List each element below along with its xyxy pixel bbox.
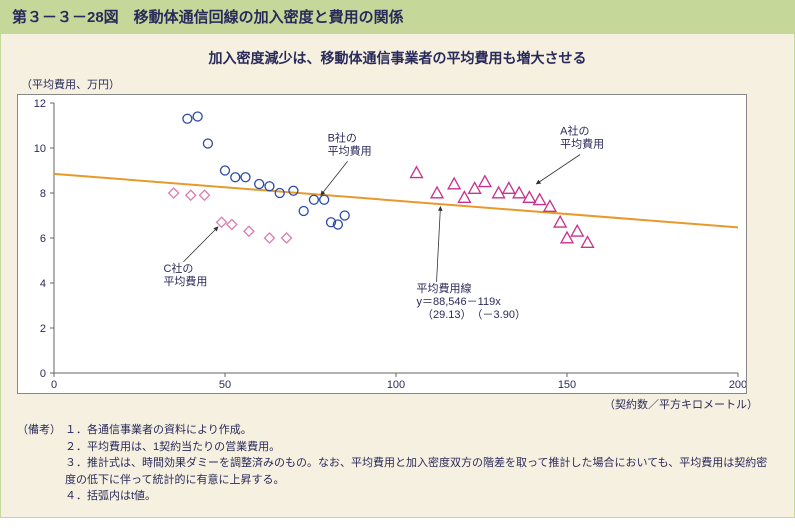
trend-line <box>54 174 738 228</box>
note-line: １．各通信事業者の資料により作成。 <box>65 422 778 439</box>
figure-notes: （備考） １．各通信事業者の資料により作成。２．平均費用は、1契約当たりの営業費… <box>17 422 778 505</box>
svg-text:10: 10 <box>34 143 46 155</box>
annotation-trend_label: 平均費用線 <box>417 281 472 295</box>
svg-text:200: 200 <box>729 379 747 391</box>
svg-text:6: 6 <box>40 233 46 245</box>
y-axis-unit: （平均費用、万円） <box>21 76 778 92</box>
series-B社 <box>183 112 349 229</box>
svg-text:50: 50 <box>219 379 231 391</box>
annotation-trend_label: （29.13） （－3.90） <box>417 308 526 321</box>
figure-body: 加入密度減少は、移動体通信事業者の平均費用も増大させる （平均費用、万円） 0 5… <box>0 33 795 518</box>
annotation-c_label: C社の <box>163 261 193 275</box>
svg-text:2: 2 <box>40 323 46 335</box>
figure-container: 第３－３－28図 移動体通信回線の加入密度と費用の関係 加入密度減少は、移動体通… <box>0 0 795 518</box>
annotation-a_label: 平均費用 <box>560 137 604 151</box>
svg-text:8: 8 <box>40 188 46 200</box>
svg-text:0: 0 <box>51 379 57 391</box>
scatter-chart: 050100150200024681012A社の平均費用B社の平均費用C社の平均… <box>17 94 747 394</box>
annotation-b_label: 平均費用 <box>328 143 372 157</box>
series-C社 <box>169 188 292 243</box>
notes-label: （備考） <box>17 422 65 505</box>
chart-area: 050100150200024681012A社の平均費用B社の平均費用C社の平均… <box>17 94 778 394</box>
svg-text:150: 150 <box>558 379 576 391</box>
note-line: ４．括弧内はt値。 <box>65 488 778 505</box>
svg-text:100: 100 <box>387 379 405 391</box>
svg-text:0: 0 <box>40 368 46 380</box>
figure-subtitle: 加入密度減少は、移動体通信事業者の平均費用も増大させる <box>17 48 778 68</box>
series-A社 <box>411 167 594 248</box>
figure-title: 第３－３－28図 移動体通信回線の加入密度と費用の関係 <box>0 0 795 33</box>
svg-text:4: 4 <box>40 278 46 290</box>
note-line: ２．平均費用は、1契約当たりの営業費用。 <box>65 439 778 456</box>
annotation-c_label: 平均費用 <box>163 274 207 288</box>
annotation-trend_label: y＝88,546－119x <box>417 296 502 308</box>
annotation-a_label: A社の <box>560 124 589 138</box>
note-line: ３．推計式は、時間効果ダミーを調整済みのもの。なお、平均費用と加入密度双方の階差… <box>65 455 778 488</box>
annotation-b_label: B社の <box>328 130 357 144</box>
svg-text:12: 12 <box>34 98 46 110</box>
x-axis-unit: （契約数／平方キロメートル） <box>17 396 758 412</box>
